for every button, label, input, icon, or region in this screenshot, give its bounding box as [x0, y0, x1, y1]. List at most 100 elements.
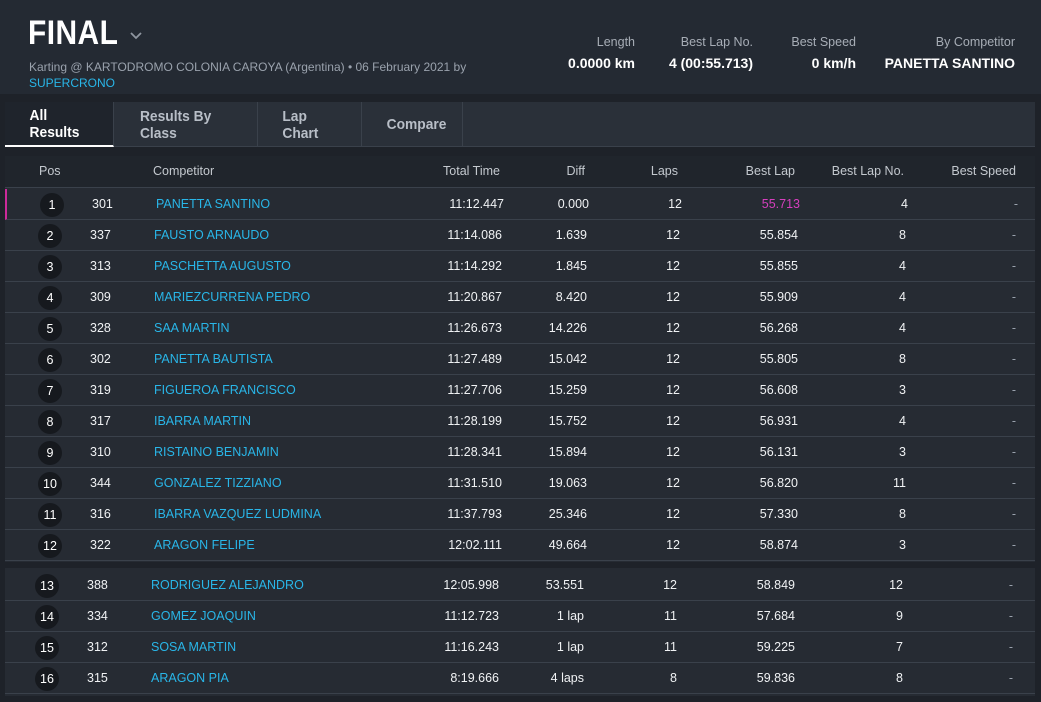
best-lap-no: 7	[896, 640, 903, 654]
diff: 14.226	[548, 321, 587, 335]
table-row[interactable]: 11 316 IBARRA VAZQUEZ LUDMINA 11:37.793 25.3…	[5, 499, 1035, 530]
competitor-link[interactable]: MARIEZCURRENA PEDRO	[154, 290, 311, 304]
best-speed: -	[1011, 259, 1016, 273]
supercrono-link[interactable]: SUPERCRONO	[29, 76, 116, 90]
table-row[interactable]: 2 337 FAUSTO ARNAUDO 11:14.086 1.639 12 55.854…	[5, 220, 1035, 251]
tab-bar: All Results Results By Class Lap Chart C…	[5, 102, 463, 147]
table-row[interactable]: 16 315 ARAGON PIA 8:19.666 4 laps 8 59.836 8 -	[5, 663, 1035, 694]
best-speed: -	[1011, 538, 1016, 552]
position-badge: 6	[38, 348, 62, 372]
laps: 12	[666, 290, 680, 304]
kart-number: 344	[90, 476, 111, 490]
tab-lap-chart[interactable]: Lap Chart	[258, 102, 362, 147]
table-row[interactable]: 3 313 PASCHETTA AUGUSTO 11:14.292 1.845 12 55.…	[5, 251, 1035, 282]
table-row[interactable]: 6 302 PANETTA BAUTISTA 11:27.489 15.042 12 55.…	[5, 344, 1035, 375]
competitor-link[interactable]: FAUSTO ARNAUDO	[154, 228, 270, 242]
total-time: 11:14.086	[447, 228, 502, 242]
best-lap: 55.855	[759, 259, 798, 273]
diff: 0.000	[557, 197, 589, 211]
competitor-link[interactable]: ARAGON FELIPE	[154, 538, 255, 552]
competitor-link[interactable]: IBARRA VAZQUEZ LUDMINA	[154, 507, 322, 521]
diff: 15.752	[548, 414, 587, 428]
diff: 49.664	[548, 538, 587, 552]
col-best-lap[interactable]: Best Lap	[745, 164, 795, 178]
diff: 1.845	[555, 259, 587, 273]
total-time: 11:14.292	[447, 259, 502, 273]
position-badge: 13	[35, 574, 59, 598]
table-row[interactable]: 8 317 IBARRA MARTIN 11:28.199 15.752 12 56.931…	[5, 406, 1035, 437]
stat-by-competitor: By Competitor PANETTA SANTINO	[885, 35, 1015, 71]
kart-number: 388	[87, 578, 108, 592]
best-lap: 59.225	[756, 640, 795, 654]
best-lap: 56.131	[759, 445, 798, 459]
competitor-link[interactable]: GOMEZ JOAQUIN	[151, 609, 256, 623]
competitor-link[interactable]: GONZALEZ TIZZIANO	[154, 476, 282, 490]
tab-compare[interactable]: Compare	[362, 102, 463, 147]
col-total-time[interactable]: Total Time	[443, 164, 500, 178]
table-row[interactable]: 10 344 GONZALEZ TIZZIANO 11:31.510 19.063 12 5…	[5, 468, 1035, 499]
tab-results-by-class[interactable]: Results By Class	[114, 102, 258, 147]
diff: 53.551	[545, 578, 584, 592]
total-time: 11:12.723	[444, 609, 499, 623]
position-badge: 4	[38, 286, 62, 310]
total-time: 11:12.447	[449, 197, 504, 211]
table-row[interactable]: 9 310 RISTAINO BENJAMIN 11:28.341 15.894 12 56…	[5, 437, 1035, 468]
col-laps[interactable]: Laps	[650, 164, 678, 178]
table-row[interactable]: 12 322 ARAGON FELIPE 12:02.111 49.664 12 58.87…	[5, 530, 1035, 561]
best-lap: 58.849	[756, 578, 795, 592]
kart-number: 317	[90, 414, 111, 428]
table-row[interactable]: 1 301 PANETTA SANTINO 11:12.447 0.000 12 55.71…	[5, 189, 1035, 220]
stat-label: By Competitor	[935, 35, 1015, 49]
kart-number: 334	[87, 609, 108, 623]
table-row[interactable]: 4 309 MARIEZCURRENA PEDRO 11:20.867 8.420 12 5…	[5, 282, 1035, 313]
tab-strip	[5, 102, 1035, 147]
col-best-speed[interactable]: Best Speed	[951, 164, 1016, 178]
best-speed: -	[1008, 609, 1013, 623]
kart-number: 322	[90, 538, 111, 552]
competitor-link[interactable]: PASCHETTA AUGUSTO	[154, 259, 291, 273]
competitor-link[interactable]: RISTAINO BENJAMIN	[154, 445, 279, 459]
competitor-link[interactable]: FIGUEROA FRANCISCO	[154, 383, 296, 397]
chevron-down-icon[interactable]	[125, 24, 147, 46]
col-competitor[interactable]: Competitor	[153, 164, 215, 178]
competitor-link[interactable]: IBARRA MARTIN	[154, 414, 252, 428]
page-title: FINAL	[28, 14, 119, 52]
kart-number: 313	[90, 259, 111, 273]
diff: 15.042	[548, 352, 587, 366]
diff: 1 lap	[556, 609, 584, 623]
best-lap: 57.330	[759, 507, 798, 521]
best-lap-no: 8	[899, 352, 906, 366]
col-diff[interactable]: Diff	[566, 164, 585, 178]
best-lap-no: 12	[889, 578, 903, 592]
table-row[interactable]: 5 328 SAA MARTIN 11:26.673 14.226 12 56.268 4 -	[5, 313, 1035, 344]
diff: 8.420	[555, 290, 587, 304]
title-wrap[interactable]: FINAL	[28, 14, 147, 53]
table-row[interactable]: 13 388 RODRIGUEZ ALEJANDRO 12:05.998 53.551 1…	[5, 570, 1035, 601]
best-lap-no: 4	[899, 290, 906, 304]
table-row[interactable]: 14 334 GOMEZ JOAQUIN 11:12.723 1 lap 11 57.684…	[5, 601, 1035, 632]
total-time: 11:37.793	[447, 507, 502, 521]
stat-length: Length 0.0000 km	[568, 35, 635, 71]
col-pos[interactable]: Pos	[39, 164, 61, 178]
best-speed: -	[1011, 321, 1016, 335]
competitor-link[interactable]: ARAGON PIA	[151, 671, 229, 685]
col-best-lap-no[interactable]: Best Lap No.	[831, 164, 904, 178]
stat-label: Length	[596, 35, 635, 49]
best-lap-no: 8	[899, 507, 906, 521]
best-lap-no: 8	[899, 228, 906, 242]
best-speed: -	[1008, 640, 1013, 654]
table-row[interactable]: 7 319 FIGUEROA FRANCISCO 11:27.706 15.259 12 5…	[5, 375, 1035, 406]
kart-number: 309	[90, 290, 111, 304]
competitor-link[interactable]: SOSA MARTIN	[151, 640, 237, 654]
table-row[interactable]: 15 312 SOSA MARTIN 11:16.243 1 lap 11 59.225 7 -	[5, 632, 1035, 663]
total-time: 11:28.199	[447, 414, 502, 428]
competitor-link[interactable]: RODRIGUEZ ALEJANDRO	[151, 578, 304, 592]
laps: 8	[670, 671, 677, 685]
tab-all-results[interactable]: All Results	[5, 102, 114, 147]
competitor-link[interactable]: SAA MARTIN	[154, 321, 230, 335]
competitor-link[interactable]: PANETTA SANTINO	[156, 197, 271, 211]
total-time: 11:16.243	[444, 640, 499, 654]
kart-number: 319	[90, 383, 111, 397]
tab-label: Compare	[386, 116, 447, 133]
competitor-link[interactable]: PANETTA BAUTISTA	[154, 352, 273, 366]
